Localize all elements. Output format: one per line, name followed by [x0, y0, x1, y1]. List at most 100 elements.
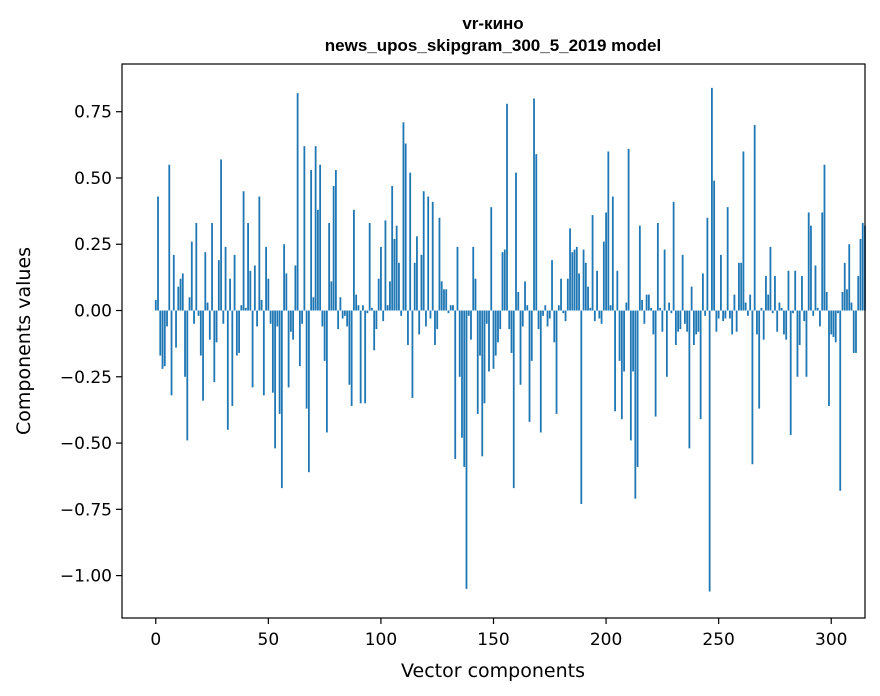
bar-54 — [276, 310, 279, 327]
bar-259 — [738, 262, 740, 311]
bar-64 — [298, 310, 301, 367]
bar-258 — [735, 310, 738, 332]
bar-294 — [816, 307, 819, 311]
bar-110 — [402, 122, 405, 311]
x-tick-label: 300 — [815, 630, 847, 650]
bar-220 — [650, 307, 653, 311]
bar-313 — [859, 238, 862, 311]
bar-92 — [362, 305, 364, 311]
bar-280 — [785, 310, 788, 340]
bar-153 — [499, 310, 502, 330]
bar-39 — [242, 191, 245, 311]
bar-277 — [778, 302, 781, 311]
bar-252 — [722, 310, 725, 322]
bar-256 — [731, 310, 734, 335]
bar-147 — [485, 310, 488, 324]
bar-219 — [647, 294, 650, 311]
bar-66 — [303, 146, 306, 311]
bar-77 — [328, 223, 331, 311]
bar-158 — [510, 310, 513, 353]
bar-120 — [425, 310, 427, 327]
bar-103 — [386, 305, 389, 311]
bar-81 — [337, 310, 340, 330]
bar-206 — [618, 310, 621, 361]
bar-283 — [792, 310, 794, 314]
bar-15 — [188, 297, 191, 311]
x-tick-label: 100 — [365, 630, 397, 650]
bar-151 — [494, 310, 497, 356]
bar-286 — [798, 310, 801, 345]
bar-231 — [674, 310, 677, 345]
bar-16 — [190, 241, 193, 311]
bar-132 — [452, 305, 454, 311]
bar-250 — [717, 310, 720, 319]
bar-274 — [771, 310, 774, 314]
bar-100 — [380, 246, 382, 311]
bar-56 — [280, 310, 283, 489]
bar-128 — [443, 289, 445, 311]
bar-272 — [767, 294, 770, 311]
bar-201 — [607, 151, 610, 311]
bar-216 — [641, 299, 643, 311]
bar-141 — [472, 246, 475, 311]
bar-227 — [665, 310, 668, 377]
bar-134 — [456, 246, 459, 311]
bar-276 — [776, 310, 779, 332]
bar-312 — [857, 276, 860, 311]
bar-33 — [229, 278, 231, 311]
bar-204 — [614, 310, 616, 412]
bar-195 — [593, 310, 596, 322]
bar-281 — [787, 270, 790, 311]
bar-187 — [575, 246, 578, 311]
bar-47 — [260, 299, 263, 311]
bar-41 — [247, 223, 249, 311]
bar-0 — [154, 299, 157, 311]
bar-108 — [398, 262, 400, 311]
bar-17 — [193, 310, 195, 324]
bar-111 — [404, 143, 407, 311]
y-tick-label: 0.50 — [74, 169, 112, 189]
bar-167 — [530, 310, 533, 361]
bar-232 — [677, 310, 680, 332]
bar-226 — [663, 249, 666, 311]
bar-46 — [258, 196, 261, 311]
bar-311 — [855, 310, 857, 353]
bar-196 — [596, 270, 598, 311]
y-tick-label: −1.00 — [60, 567, 112, 587]
bar-303 — [837, 310, 839, 314]
bar-191 — [584, 262, 587, 311]
bar-18 — [195, 223, 198, 311]
bar-260 — [740, 262, 743, 311]
bar-123 — [431, 201, 434, 311]
y-tick-label: −0.25 — [60, 368, 112, 388]
bar-1 — [157, 196, 159, 311]
bar-295 — [819, 310, 821, 327]
bar-52 — [271, 310, 274, 393]
bar-233 — [679, 310, 682, 330]
bar-180 — [560, 278, 562, 311]
bar-289 — [805, 310, 808, 377]
bar-105 — [391, 185, 394, 311]
bar-197 — [598, 310, 601, 319]
bar-270 — [762, 310, 765, 340]
bar-90 — [357, 305, 360, 311]
bar-107 — [395, 225, 398, 311]
bar-310 — [852, 310, 855, 353]
bar-290 — [807, 212, 810, 311]
bar-169 — [535, 154, 538, 311]
x-tick-label: 250 — [702, 630, 734, 650]
bar-154 — [501, 252, 504, 311]
x-tick-label: 150 — [477, 630, 509, 650]
bar-199 — [602, 241, 605, 311]
bar-194 — [591, 215, 594, 311]
bar-91 — [359, 310, 362, 404]
bar-8 — [172, 254, 175, 311]
bar-293 — [814, 265, 817, 311]
bar-309 — [850, 302, 853, 311]
bar-97 — [373, 310, 376, 351]
bar-139 — [467, 310, 470, 316]
bar-174 — [546, 310, 549, 327]
bar-79 — [332, 185, 335, 311]
x-tick-label: 50 — [258, 630, 280, 650]
